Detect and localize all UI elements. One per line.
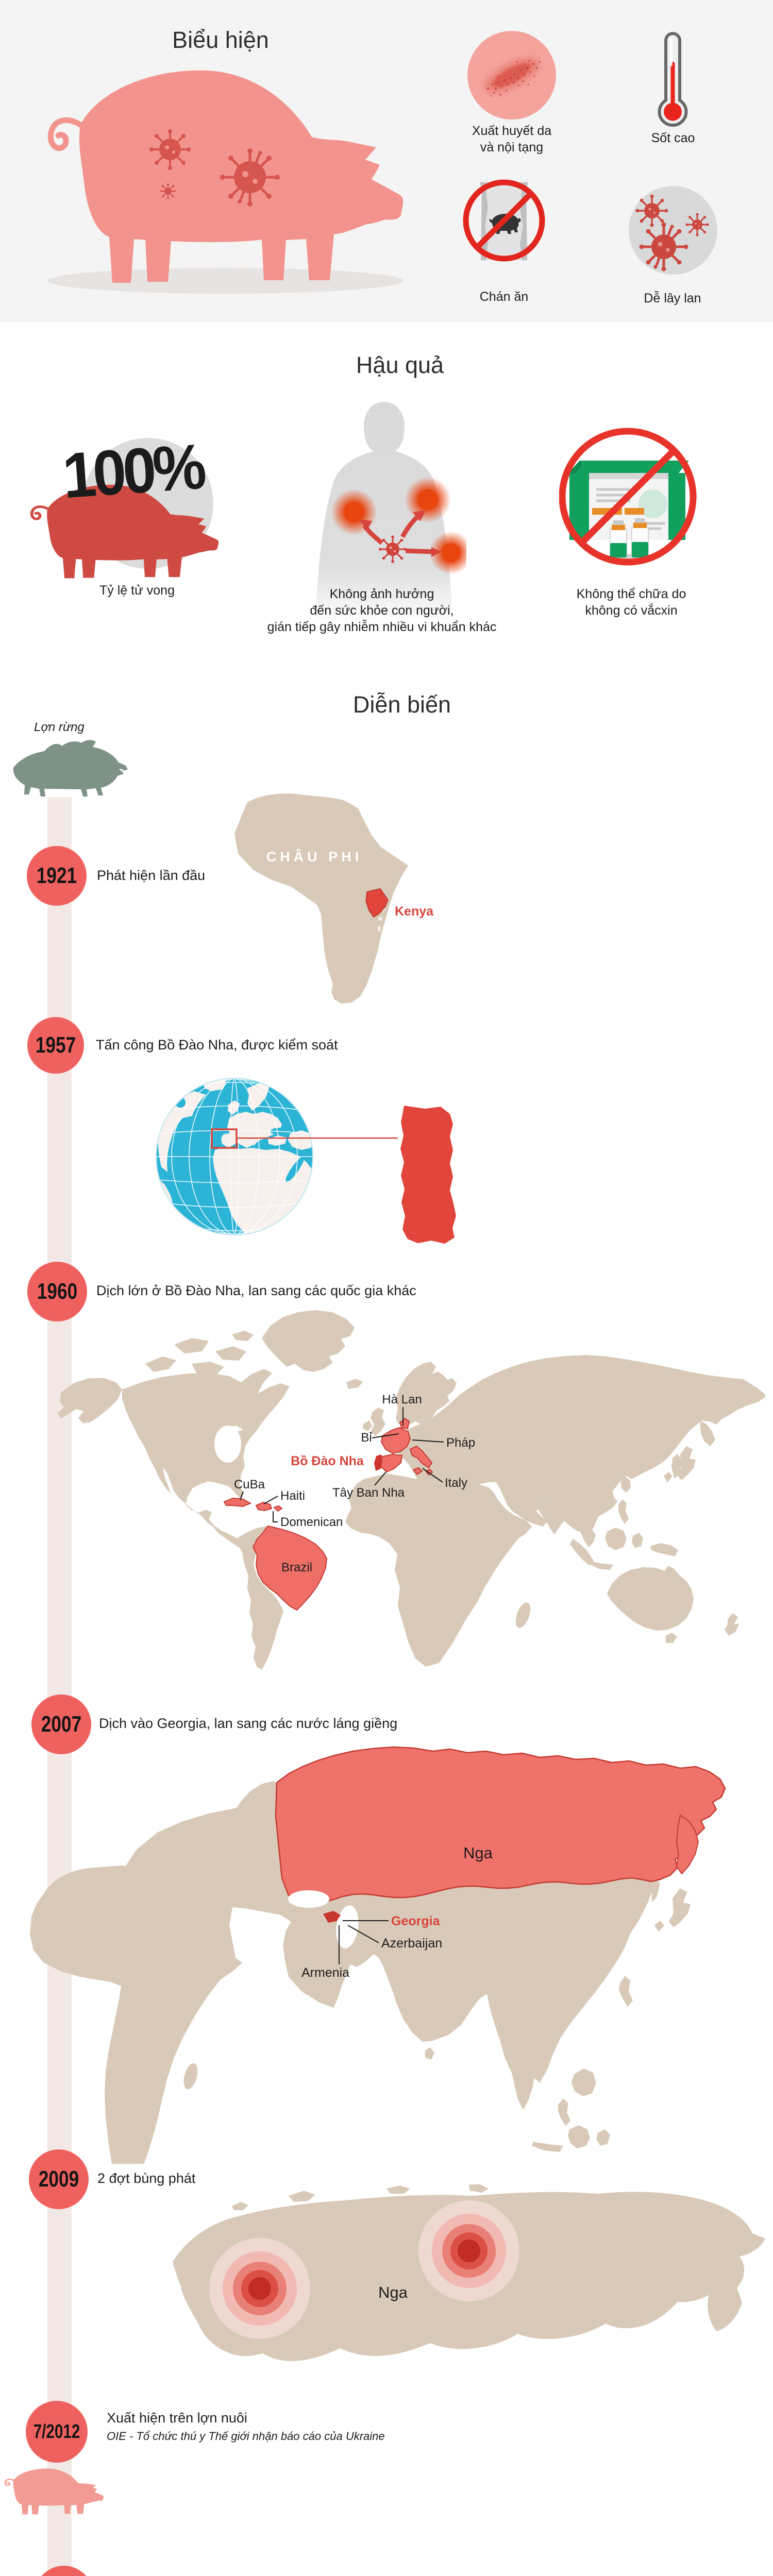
svg-text:Bỉ: Bỉ (361, 1431, 372, 1445)
svg-text:100%: 100% (60, 431, 207, 512)
svg-text:Pháp: Pháp (446, 1436, 475, 1450)
svg-text:Domenican: Domenican (280, 1515, 343, 1529)
svg-text:Italy: Italy (445, 1476, 467, 1490)
svg-text:Armenia: Armenia (301, 1965, 349, 1980)
svg-text:Hà Lan: Hà Lan (382, 1393, 422, 1406)
svg-text:Haiti: Haiti (280, 1489, 305, 1503)
svg-text:Georgia: Georgia (391, 1914, 441, 1928)
svg-text:Brazil: Brazil (281, 1561, 312, 1574)
svg-text:Nga: Nga (378, 2283, 408, 2301)
svg-text:Tây Ban Nha: Tây Ban Nha (332, 1486, 405, 1500)
svg-text:CHÂU PHI: CHÂU PHI (266, 849, 363, 865)
svg-text:CuBa: CuBa (234, 1478, 265, 1492)
svg-text:Azerbaijan: Azerbaijan (381, 1936, 442, 1951)
svg-text:Nga: Nga (463, 1844, 493, 1862)
svg-text:Kenya: Kenya (395, 904, 434, 919)
svg-text:Bồ Đào Nha: Bồ Đào Nha (291, 1454, 364, 1468)
